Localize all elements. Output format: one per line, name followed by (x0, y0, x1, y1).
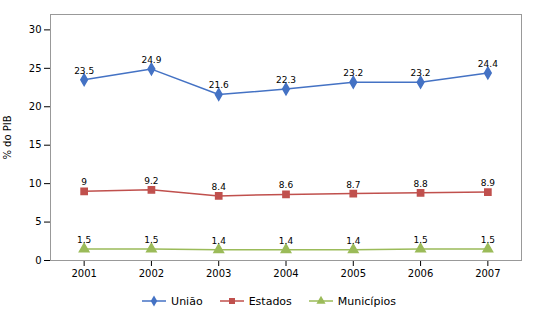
svg-text:% do PIB: % do PIB (2, 115, 13, 159)
svg-text:25: 25 (29, 63, 42, 74)
svg-text:1.5: 1.5 (413, 235, 427, 245)
svg-text:21.6: 21.6 (209, 80, 229, 90)
html-text:Municípios: Municípios (337, 294, 396, 308)
svg-text:20: 20 (29, 101, 42, 112)
html-text:União: União (171, 294, 203, 308)
svg-text:24.9: 24.9 (141, 55, 161, 65)
svg-text:2001: 2001 (71, 268, 96, 279)
svg-text:22.3: 22.3 (276, 75, 296, 85)
svg-text:8.7: 8.7 (346, 179, 360, 189)
svg-text:2005: 2005 (341, 268, 366, 279)
svg-text:30: 30 (29, 24, 42, 35)
svg-text:1.5: 1.5 (144, 235, 158, 245)
html-text:Estados: Estados (248, 294, 292, 308)
svg-text:8.9: 8.9 (481, 178, 496, 188)
svg-text:1.4: 1.4 (212, 236, 227, 246)
svg-text:8.8: 8.8 (413, 179, 428, 189)
svg-text:5: 5 (35, 216, 41, 227)
svg-text:15: 15 (29, 139, 42, 150)
svg-text:1.5: 1.5 (77, 235, 91, 245)
svg-text:9.2: 9.2 (144, 176, 158, 186)
svg-text:8.6: 8.6 (279, 180, 294, 190)
svg-text:1.5: 1.5 (481, 235, 495, 245)
svg-text:8.4: 8.4 (212, 182, 227, 192)
svg-text:0: 0 (35, 255, 41, 266)
svg-text:2007: 2007 (475, 268, 500, 279)
svg-text:10: 10 (29, 178, 42, 189)
svg-text:2003: 2003 (206, 268, 231, 279)
svg-text:1.4: 1.4 (279, 236, 294, 246)
svg-text:2004: 2004 (273, 268, 298, 279)
svg-text:1.4: 1.4 (346, 236, 361, 246)
svg-text:23.2: 23.2 (411, 68, 431, 78)
svg-text:23.5: 23.5 (74, 66, 94, 76)
svg-text:23.2: 23.2 (343, 68, 363, 78)
svg-text:2002: 2002 (139, 268, 164, 279)
svg-text:24.4: 24.4 (478, 59, 498, 69)
svg-text:9: 9 (81, 177, 87, 187)
svg-text:2006: 2006 (408, 268, 433, 279)
